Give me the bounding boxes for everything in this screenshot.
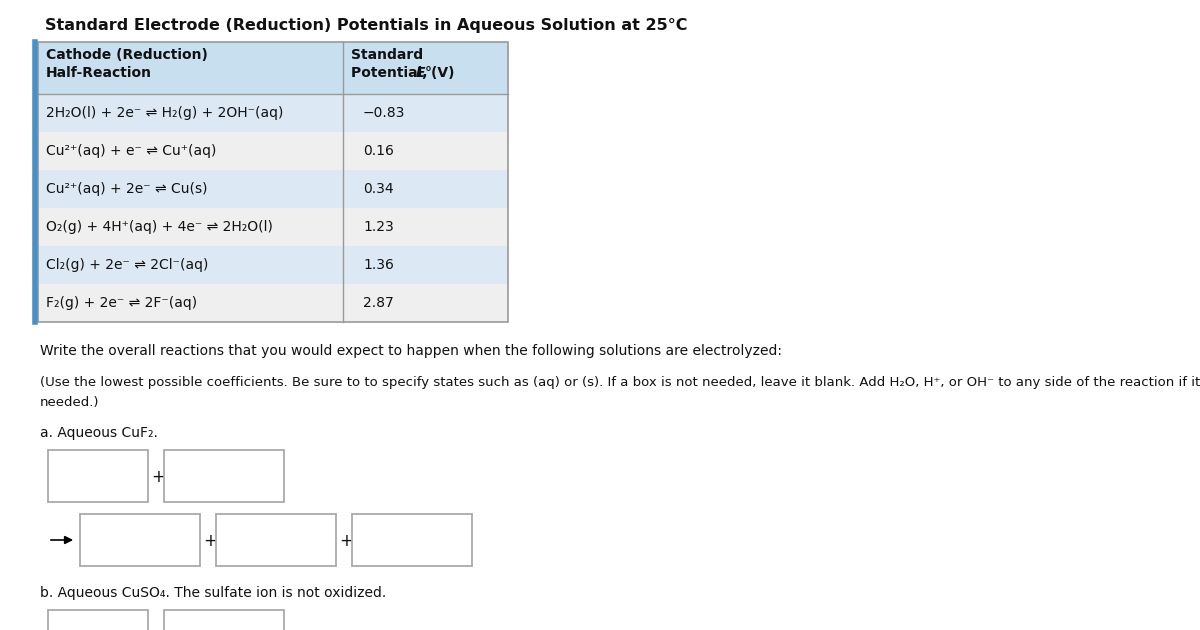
Text: 2H₂O(l) + 2e⁻ ⇌ H₂(g) + 2OH⁻(aq): 2H₂O(l) + 2e⁻ ⇌ H₂(g) + 2OH⁻(aq) (46, 106, 283, 120)
Text: Cathode (Reduction): Cathode (Reduction) (46, 48, 208, 62)
Text: °(V): °(V) (425, 66, 456, 80)
Bar (48, 610, 148, 630)
Text: Cl₂(g) + 2e⁻ ⇌ 2Cl⁻(aq): Cl₂(g) + 2e⁻ ⇌ 2Cl⁻(aq) (46, 258, 209, 272)
Bar (164, 610, 284, 630)
Bar (38, 208, 508, 246)
Text: Cu²⁺(aq) + 2e⁻ ⇌ Cu(s): Cu²⁺(aq) + 2e⁻ ⇌ Cu(s) (46, 182, 208, 196)
Text: 2.87: 2.87 (364, 296, 394, 310)
Text: Half-Reaction: Half-Reaction (46, 66, 152, 80)
Bar (164, 450, 284, 502)
Text: +: + (203, 532, 217, 550)
Text: +: + (340, 532, 353, 550)
Text: needed.): needed.) (40, 396, 100, 409)
Text: Write the overall reactions that you would expect to happen when the following s: Write the overall reactions that you wou… (40, 344, 782, 358)
Text: Cu²⁺(aq) + e⁻ ⇌ Cu⁺(aq): Cu²⁺(aq) + e⁻ ⇌ Cu⁺(aq) (46, 144, 216, 158)
Text: O₂(g) + 4H⁺(aq) + 4e⁻ ⇌ 2H₂O(l): O₂(g) + 4H⁺(aq) + 4e⁻ ⇌ 2H₂O(l) (46, 220, 272, 234)
Bar (352, 514, 472, 566)
Bar (38, 94, 508, 132)
Text: b. Aqueous CuSO₄. The sulfate ion is not oxidized.: b. Aqueous CuSO₄. The sulfate ion is not… (40, 586, 386, 600)
Bar (38, 132, 508, 170)
Text: (Use the lowest possible coefficients. Be sure to to specify states such as (aq): (Use the lowest possible coefficients. B… (40, 376, 1200, 389)
Bar (48, 450, 148, 502)
Text: Potential,: Potential, (352, 66, 432, 80)
Text: Standard: Standard (352, 48, 424, 62)
Text: a. Aqueous CuF₂.: a. Aqueous CuF₂. (40, 426, 158, 440)
Bar (38, 170, 508, 208)
Text: 0.34: 0.34 (364, 182, 394, 196)
Bar (38, 284, 508, 322)
Text: 1.36: 1.36 (364, 258, 394, 272)
Text: 1.23: 1.23 (364, 220, 394, 234)
Text: F₂(g) + 2e⁻ ⇌ 2F⁻(aq): F₂(g) + 2e⁻ ⇌ 2F⁻(aq) (46, 296, 197, 310)
Bar (38, 42, 508, 322)
Text: 0.16: 0.16 (364, 144, 394, 158)
Bar (38, 246, 508, 284)
Text: Standard Electrode (Reduction) Potentials in Aqueous Solution at 25°C: Standard Electrode (Reduction) Potential… (46, 18, 688, 33)
Bar (80, 514, 200, 566)
Bar (216, 514, 336, 566)
Text: E: E (416, 66, 426, 80)
Text: +: + (151, 468, 164, 486)
Bar (38, 42, 508, 94)
Text: +: + (151, 628, 164, 630)
Text: −0.83: −0.83 (364, 106, 406, 120)
